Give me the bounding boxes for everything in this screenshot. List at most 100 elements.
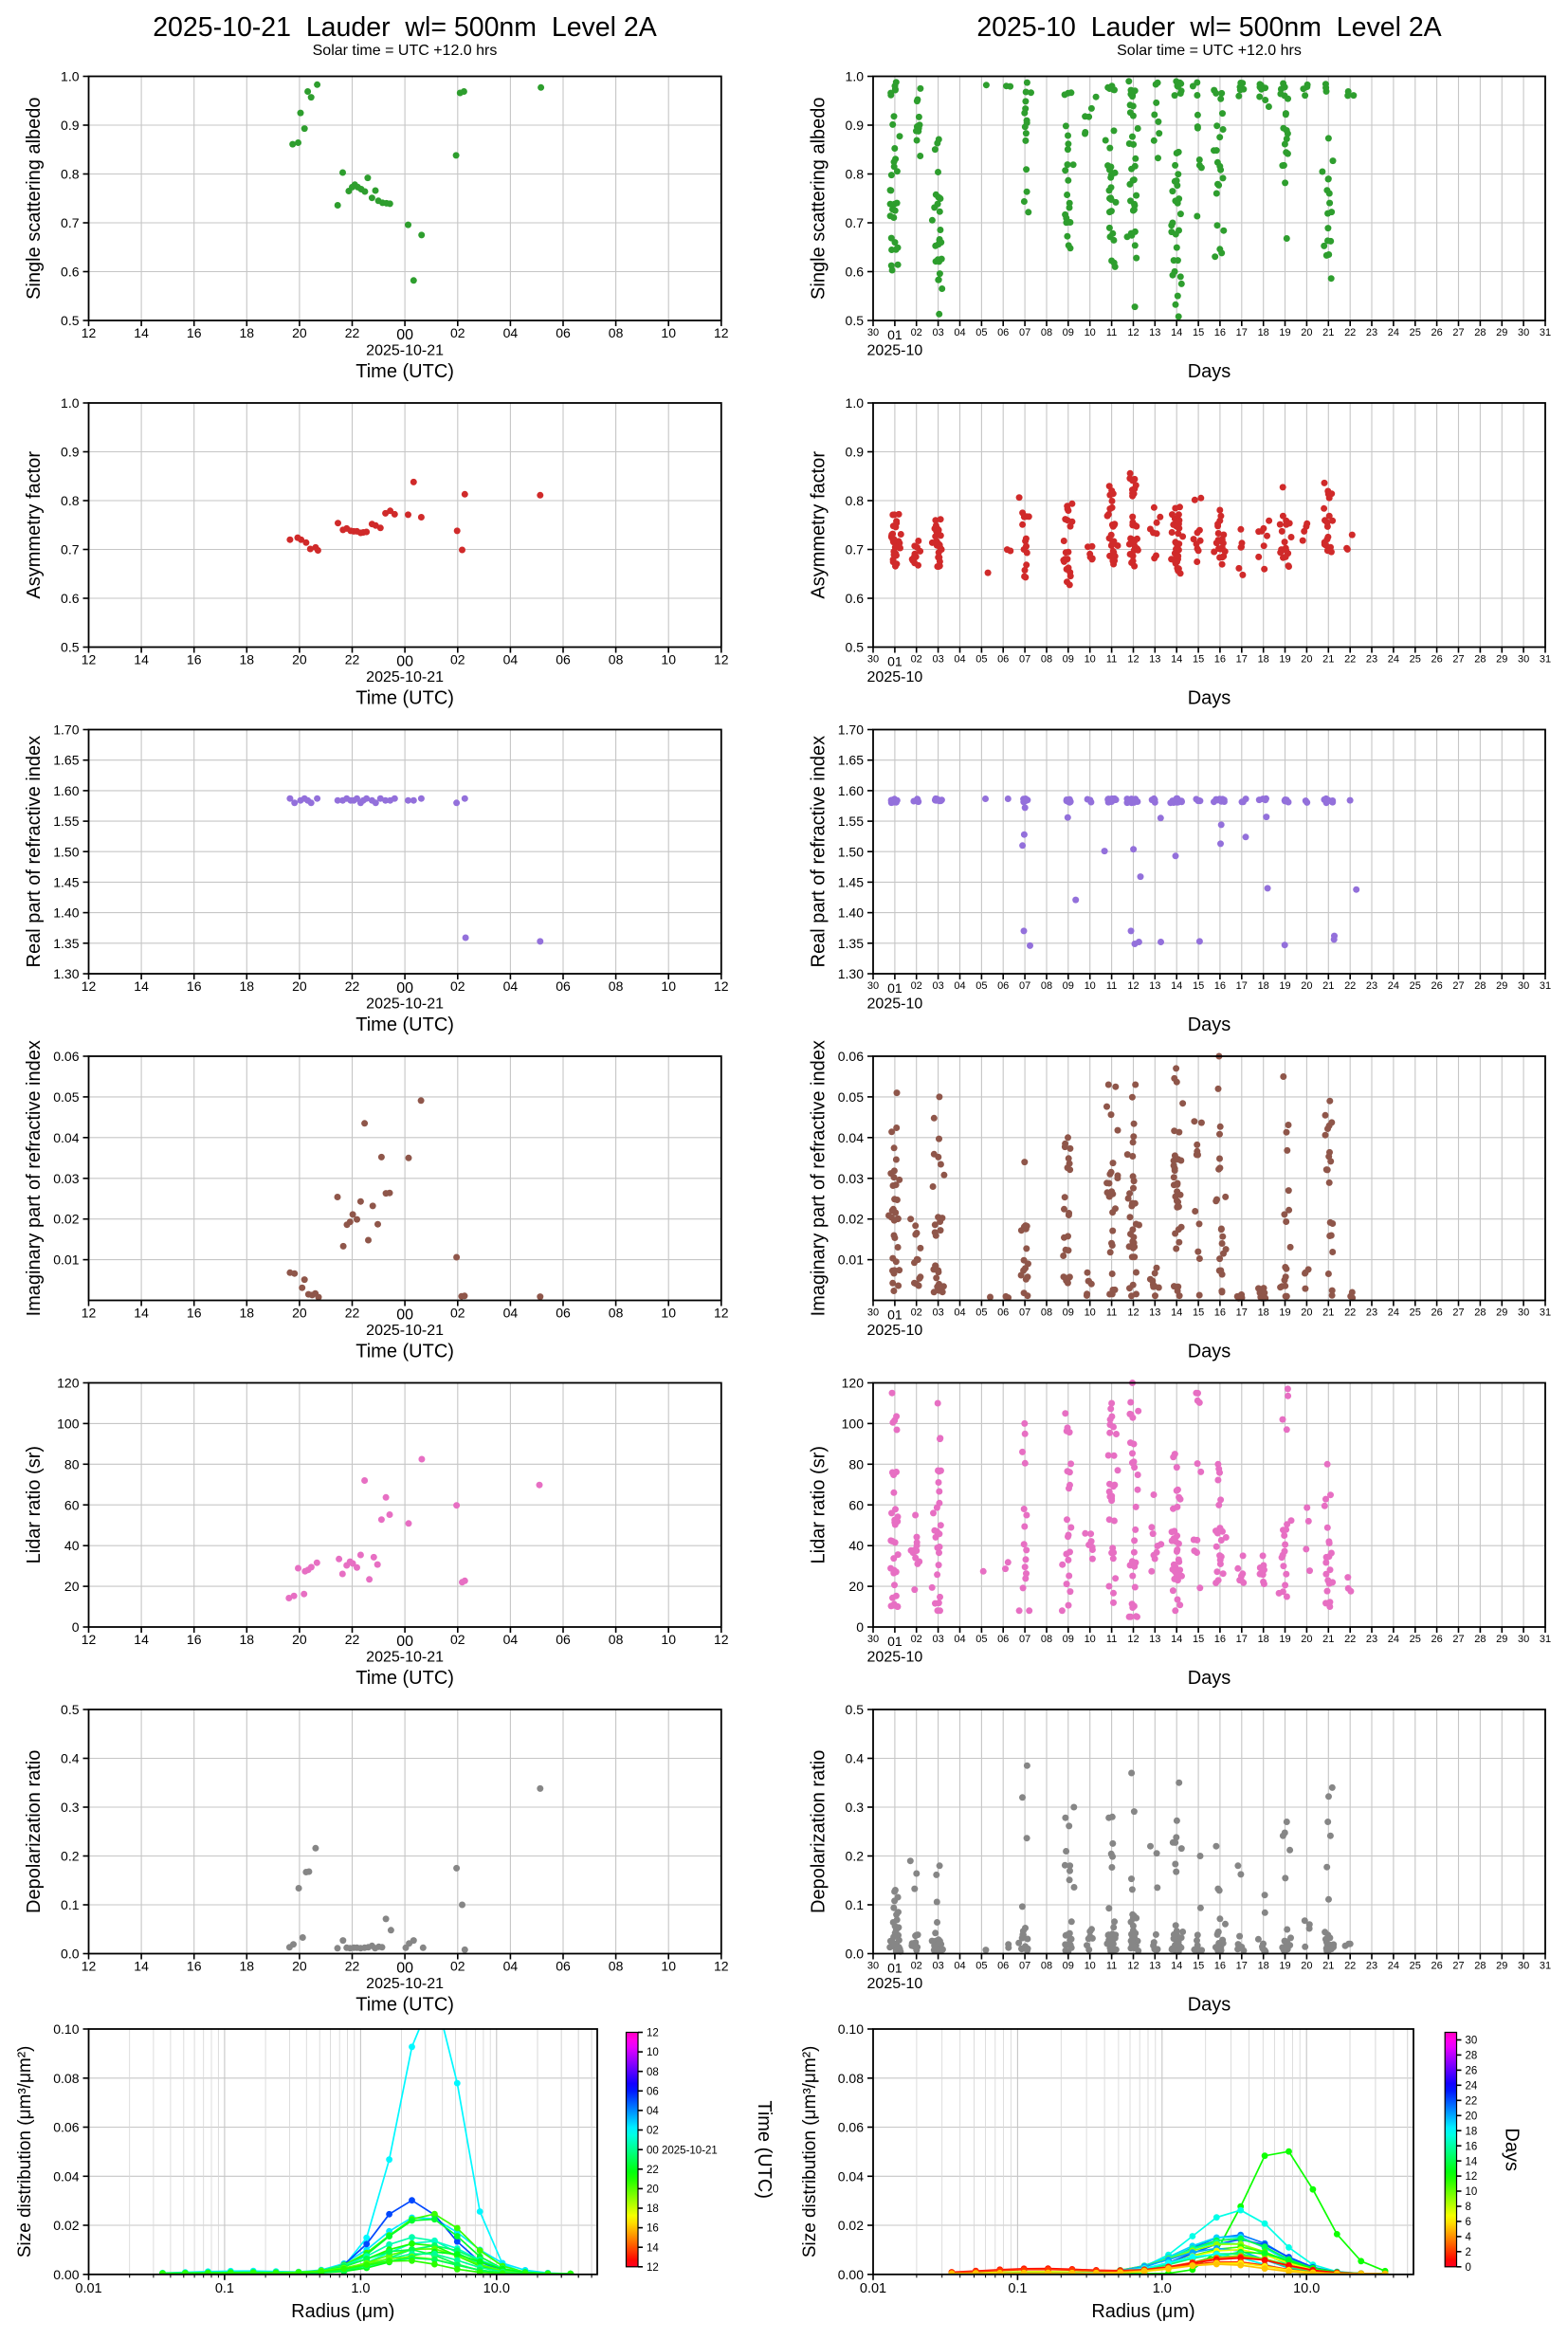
svg-text:07: 07: [1019, 327, 1030, 338]
svg-text:17: 17: [1236, 980, 1248, 992]
svg-text:2025-10-21: 2025-10-21: [366, 1323, 444, 1339]
svg-text:14: 14: [1171, 980, 1182, 992]
svg-text:Days: Days: [1502, 2128, 1522, 2171]
svg-text:03: 03: [932, 980, 943, 992]
svg-text:04: 04: [954, 1961, 965, 1972]
svg-text:12: 12: [82, 1632, 97, 1647]
svg-text:0.3: 0.3: [846, 1800, 865, 1815]
svg-text:12: 12: [714, 1306, 729, 1321]
svg-text:29: 29: [1496, 1961, 1507, 1972]
svg-text:0.06: 0.06: [53, 2120, 79, 2135]
svg-text:0.05: 0.05: [838, 1089, 864, 1105]
svg-text:21: 21: [1322, 1961, 1334, 1972]
svg-text:18: 18: [240, 1632, 255, 1647]
svg-text:0.8: 0.8: [846, 493, 865, 508]
svg-text:26: 26: [1431, 654, 1442, 666]
svg-text:Days: Days: [1188, 1995, 1231, 2016]
svg-text:21: 21: [1322, 980, 1334, 992]
svg-text:24: 24: [1388, 654, 1399, 666]
svg-text:15: 15: [1193, 327, 1204, 338]
svg-text:22: 22: [345, 652, 360, 667]
svg-text:19: 19: [1279, 327, 1290, 338]
svg-text:22: 22: [1466, 2095, 1478, 2107]
svg-text:16: 16: [187, 652, 202, 667]
svg-text:22: 22: [345, 978, 360, 994]
svg-text:0.02: 0.02: [838, 1212, 864, 1227]
svg-text:09: 09: [1063, 980, 1074, 992]
svg-text:0.9: 0.9: [61, 118, 80, 133]
svg-text:28: 28: [1474, 654, 1486, 666]
svg-text:Radius (μm): Radius (μm): [1091, 2301, 1194, 2322]
svg-text:20: 20: [1301, 1634, 1312, 1645]
svg-text:12: 12: [82, 652, 97, 667]
svg-text:30: 30: [1518, 980, 1529, 992]
svg-text:Size distribution (μm³/μm²): Size distribution (μm³/μm²): [800, 2046, 820, 2258]
svg-text:0: 0: [1466, 2262, 1471, 2274]
svg-text:22: 22: [345, 1632, 360, 1647]
svg-text:08: 08: [609, 1959, 624, 1974]
svg-text:31: 31: [1540, 1961, 1551, 1972]
svg-text:10: 10: [661, 1306, 676, 1321]
svg-text:23: 23: [1366, 327, 1377, 338]
svg-text:10: 10: [1085, 327, 1096, 338]
svg-text:2: 2: [1466, 2247, 1471, 2258]
svg-text:Single scattering albedo: Single scattering albedo: [24, 97, 45, 299]
svg-text:29: 29: [1496, 654, 1507, 666]
svg-text:17: 17: [1236, 654, 1248, 666]
svg-text:08: 08: [1041, 327, 1052, 338]
svg-text:1.0: 1.0: [1153, 2281, 1172, 2296]
svg-text:08: 08: [1041, 1961, 1052, 1972]
svg-text:12: 12: [1127, 327, 1139, 338]
svg-text:13: 13: [1149, 1634, 1160, 1645]
svg-text:08: 08: [1041, 1634, 1052, 1645]
svg-text:11: 11: [1106, 327, 1117, 338]
svg-text:10: 10: [661, 978, 676, 994]
svg-text:Depolarization ratio: Depolarization ratio: [24, 1750, 45, 1913]
svg-text:Real part of refractive index: Real part of refractive index: [24, 736, 45, 968]
svg-text:1.0: 1.0: [351, 2281, 370, 2296]
svg-text:0.04: 0.04: [53, 1130, 79, 1145]
svg-text:08: 08: [609, 978, 624, 994]
svg-text:17: 17: [1236, 1307, 1248, 1319]
svg-text:0.01: 0.01: [860, 2281, 886, 2296]
svg-text:15: 15: [1193, 1634, 1204, 1645]
svg-text:16: 16: [1214, 327, 1226, 338]
svg-text:0: 0: [856, 1619, 864, 1635]
svg-text:11: 11: [1106, 1307, 1117, 1319]
svg-text:13: 13: [1149, 654, 1160, 666]
svg-text:04: 04: [954, 654, 965, 666]
svg-text:02: 02: [450, 1632, 465, 1647]
svg-text:30: 30: [1518, 1961, 1529, 1972]
svg-text:29: 29: [1496, 1307, 1507, 1319]
svg-text:18: 18: [240, 978, 255, 994]
svg-text:25: 25: [1410, 654, 1421, 666]
svg-text:60: 60: [64, 1497, 80, 1512]
svg-text:22: 22: [1344, 327, 1356, 338]
svg-text:05: 05: [975, 654, 987, 666]
svg-text:06: 06: [997, 980, 1009, 992]
svg-text:2025-10-21: 2025-10-21: [366, 996, 444, 1013]
svg-text:23: 23: [1366, 1961, 1377, 1972]
svg-text:10: 10: [661, 652, 676, 667]
svg-text:14: 14: [1171, 1961, 1182, 1972]
svg-text:0: 0: [72, 1619, 80, 1635]
svg-text:04: 04: [503, 1632, 519, 1647]
svg-text:05: 05: [975, 1307, 987, 1319]
svg-text:25: 25: [1410, 327, 1421, 338]
svg-text:30: 30: [867, 1961, 879, 1972]
svg-text:17: 17: [1236, 1961, 1248, 1972]
svg-text:10.0: 10.0: [483, 2281, 510, 2296]
svg-text:16: 16: [187, 1632, 202, 1647]
svg-text:06: 06: [556, 325, 571, 340]
svg-text:Asymmetry factor: Asymmetry factor: [809, 451, 830, 599]
svg-text:29: 29: [1496, 1634, 1507, 1645]
svg-text:0.06: 0.06: [838, 1049, 864, 1064]
svg-text:1.0: 1.0: [61, 395, 80, 411]
svg-text:Asymmetry factor: Asymmetry factor: [24, 451, 45, 599]
svg-text:12: 12: [714, 652, 729, 667]
svg-text:6: 6: [1466, 2217, 1471, 2228]
svg-text:29: 29: [1496, 327, 1507, 338]
svg-text:24: 24: [1388, 1634, 1399, 1645]
svg-text:22: 22: [647, 2165, 659, 2176]
svg-text:02: 02: [911, 654, 922, 666]
